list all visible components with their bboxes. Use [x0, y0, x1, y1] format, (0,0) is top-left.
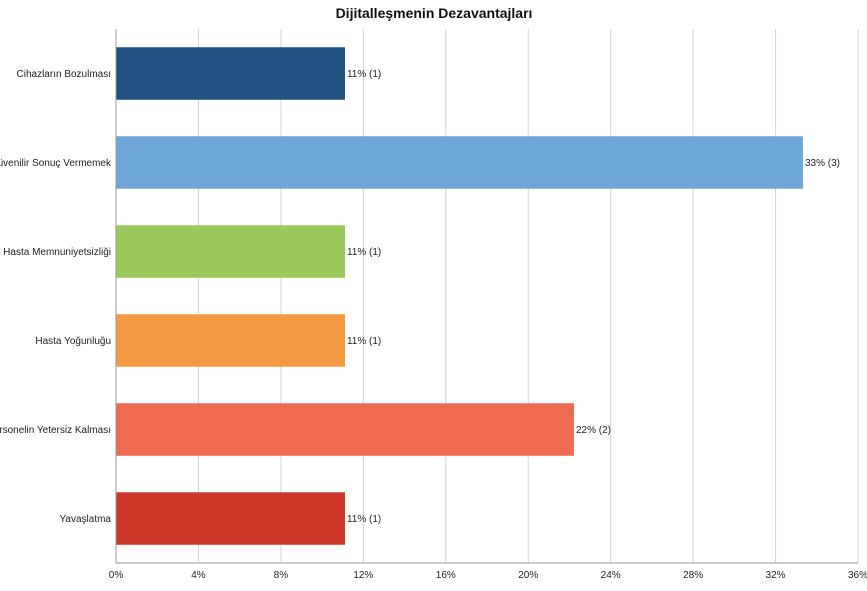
category-label: Yavaşlatma [59, 514, 111, 525]
category-label: Cihazların Bozulması [17, 69, 111, 80]
x-tick-label: 12% [353, 570, 373, 581]
chart-title: Dijitalleşmenin Dezavantajları [336, 5, 533, 21]
x-tick-label: 20% [518, 570, 538, 581]
x-tick-label: 8% [274, 570, 289, 581]
bar [116, 47, 345, 100]
bar [116, 136, 803, 189]
x-tick-label: 36% [848, 570, 867, 581]
category-labels: Cihazların Bozulması Güvenilir Sonuç Verm… [0, 69, 112, 525]
bar-data-label: 11% (1) [347, 514, 381, 525]
bar [116, 492, 345, 545]
x-tick-label: 4% [191, 570, 206, 581]
bar-data-label: 33% (3) [805, 158, 840, 169]
bar [116, 225, 345, 278]
data-labels: 11% (1) 33% (3) 11% (1) 11% (1) 22% (2) 11% (… [347, 69, 840, 525]
x-tick-label: 28% [683, 570, 703, 581]
x-tick-label: 24% [601, 570, 621, 581]
bar-data-label: 11% (1) [347, 247, 381, 258]
bar [116, 403, 574, 456]
bar-data-label: 11% (1) [347, 336, 381, 347]
category-label: Hasta Yoğunluğu [35, 336, 111, 347]
x-tick-label: 16% [436, 570, 456, 581]
gridlines [197, 29, 859, 563]
category-label: Güvenilir Sonuç Vermemek [0, 158, 112, 169]
x-tick-labels: 0% 4% 8% 12% 16% 20% 24% 28% 32% 36% [109, 570, 867, 581]
category-label: Hasta Memnuniyetsizliği [3, 247, 111, 258]
bar [116, 314, 345, 367]
bar-data-label: 22% (2) [576, 425, 611, 436]
category-label: Personelin Yetersiz Kalması [0, 425, 111, 436]
x-tick-label: 0% [109, 570, 124, 581]
bars [116, 47, 803, 545]
x-tick-label: 32% [766, 570, 786, 581]
bar-data-label: 11% (1) [347, 69, 381, 80]
